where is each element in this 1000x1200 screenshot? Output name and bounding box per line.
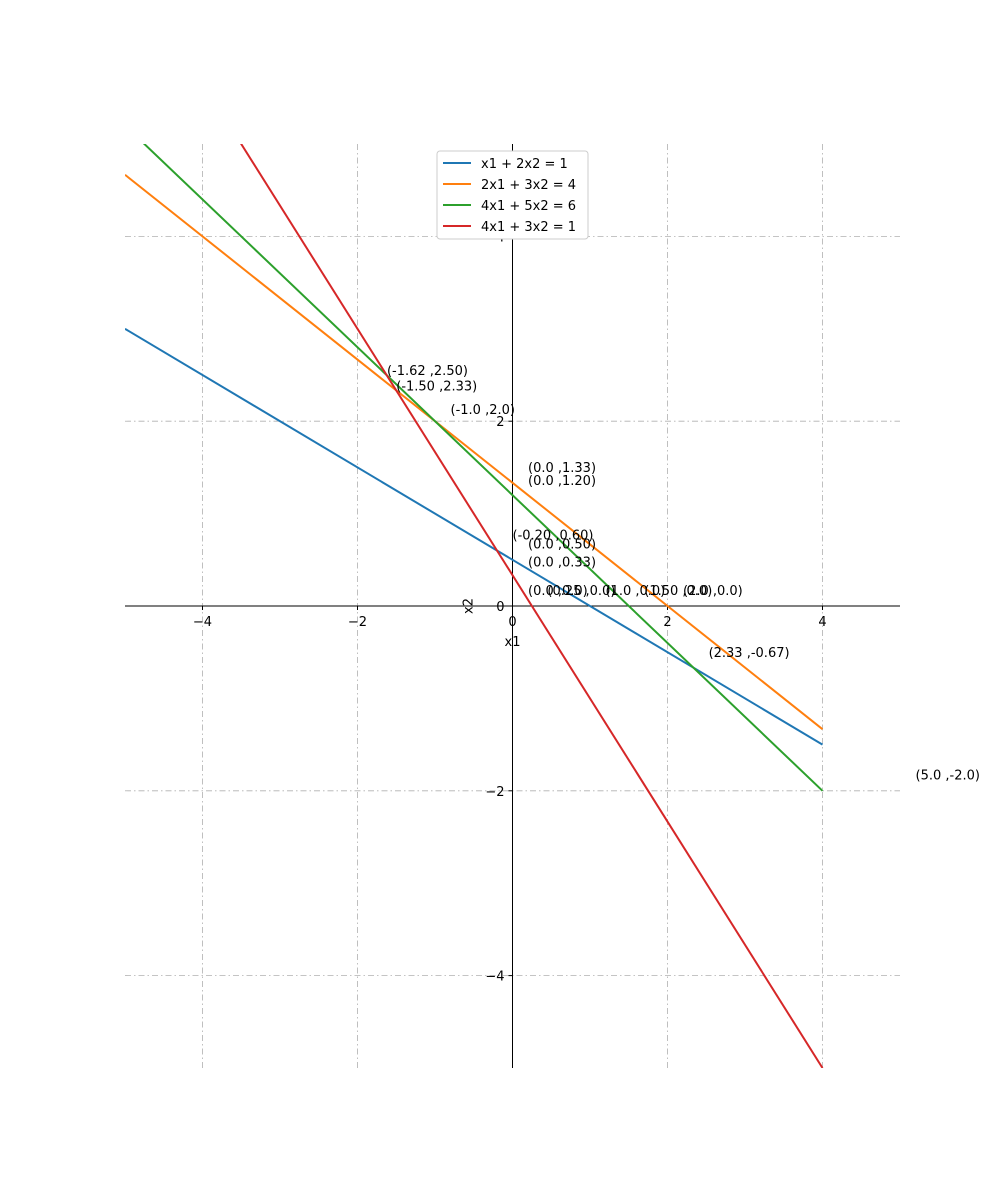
x-tick-label: −4 [193,615,212,630]
y-tick-label: 0 [496,600,504,615]
point-annotation: (0.0 ,0.0) [528,584,588,599]
legend-label: 2x1 + 3x2 = 4 [481,178,576,193]
y-tick-label: −4 [485,970,504,985]
point-annotation: (-1.62 ,2.50) [387,364,468,379]
point-annotation: (5.0 ,-2.0) [916,769,980,784]
series-line [125,173,824,730]
point-annotation: (0.0 ,0.50) [528,538,596,553]
series-line [142,144,824,792]
x-tick-label: 4 [818,615,826,630]
legend: x1 + 2x2 = 1 2x1 + 3x2 = 4 4x1 + 5x2 = 6 4x… [436,150,589,240]
point-annotation: (0.0 ,1.33) [528,461,596,476]
x-tick-label: −2 [348,615,367,630]
point-annotation: (-1.50 ,2.33) [396,380,477,395]
point-annotation: (2.0 ,0.0) [683,584,743,599]
point-annotation: (1.0 ,0.0) [606,584,666,599]
x-tick-label: 0 [508,615,516,630]
point-annotation: (-1.0 ,2.0) [451,403,515,418]
legend-label: 4x1 + 5x2 = 6 [481,199,576,214]
annotations: (-1.62 ,2.50)(-1.50 ,2.33) (-1.0 ,2.0) (0.… [387,364,980,784]
point-annotation: (-0.20 ,0.60) [513,528,594,543]
series-line [125,327,824,746]
y-axis-label: x2 [462,598,477,614]
legend-label: 4x1 + 3x2 = 1 [481,220,576,235]
x-axis-label: x1 [505,635,521,650]
point-annotation: (0.0 ,0.33) [528,555,596,570]
point-annotation: (0.25 ,0.0) [547,584,615,599]
point-annotation: (2.33 ,-0.67) [709,646,790,661]
point-annotation: (0.0 ,1.20) [528,474,596,489]
y-tick-label: −2 [485,785,504,800]
series-line [240,144,824,1068]
legend-label: x1 + 2x2 = 1 [481,157,568,172]
legend-box [436,150,589,240]
series-lines [125,144,824,1068]
point-annotation: (1.50 ,0.0) [644,584,712,599]
y-tick-label: 2 [496,415,504,430]
x-tick-label: 2 [663,615,671,630]
